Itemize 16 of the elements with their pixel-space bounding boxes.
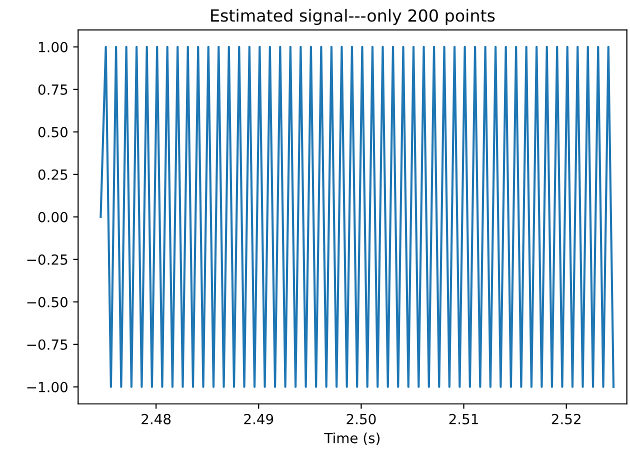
y-tick-label: 0.00 (38, 212, 68, 222)
y-tick-label: −0.75 (27, 339, 68, 350)
chart-title: Estimated signal---only 200 points (211, 8, 495, 26)
y-tick-label: 0.75 (38, 84, 68, 95)
x-tick-label: 2.48 (142, 414, 171, 424)
y-tick-label: 1.00 (39, 42, 68, 52)
x-tick-label: 2.52 (552, 414, 580, 424)
x-tick-label: 2.49 (244, 414, 274, 424)
y-tick-label: −0.25 (27, 254, 68, 265)
x-tick-label: 2.50 (346, 414, 376, 424)
y-tick-label: 0.25 (38, 169, 68, 180)
x-tick-label: 2.51 (449, 414, 478, 424)
y-tick-label: −0.50 (27, 296, 68, 308)
x-axis-title: Time (s) (324, 432, 380, 445)
y-tick-label: 0.50 (38, 126, 68, 138)
y-tick-label: −1.00 (27, 382, 68, 392)
